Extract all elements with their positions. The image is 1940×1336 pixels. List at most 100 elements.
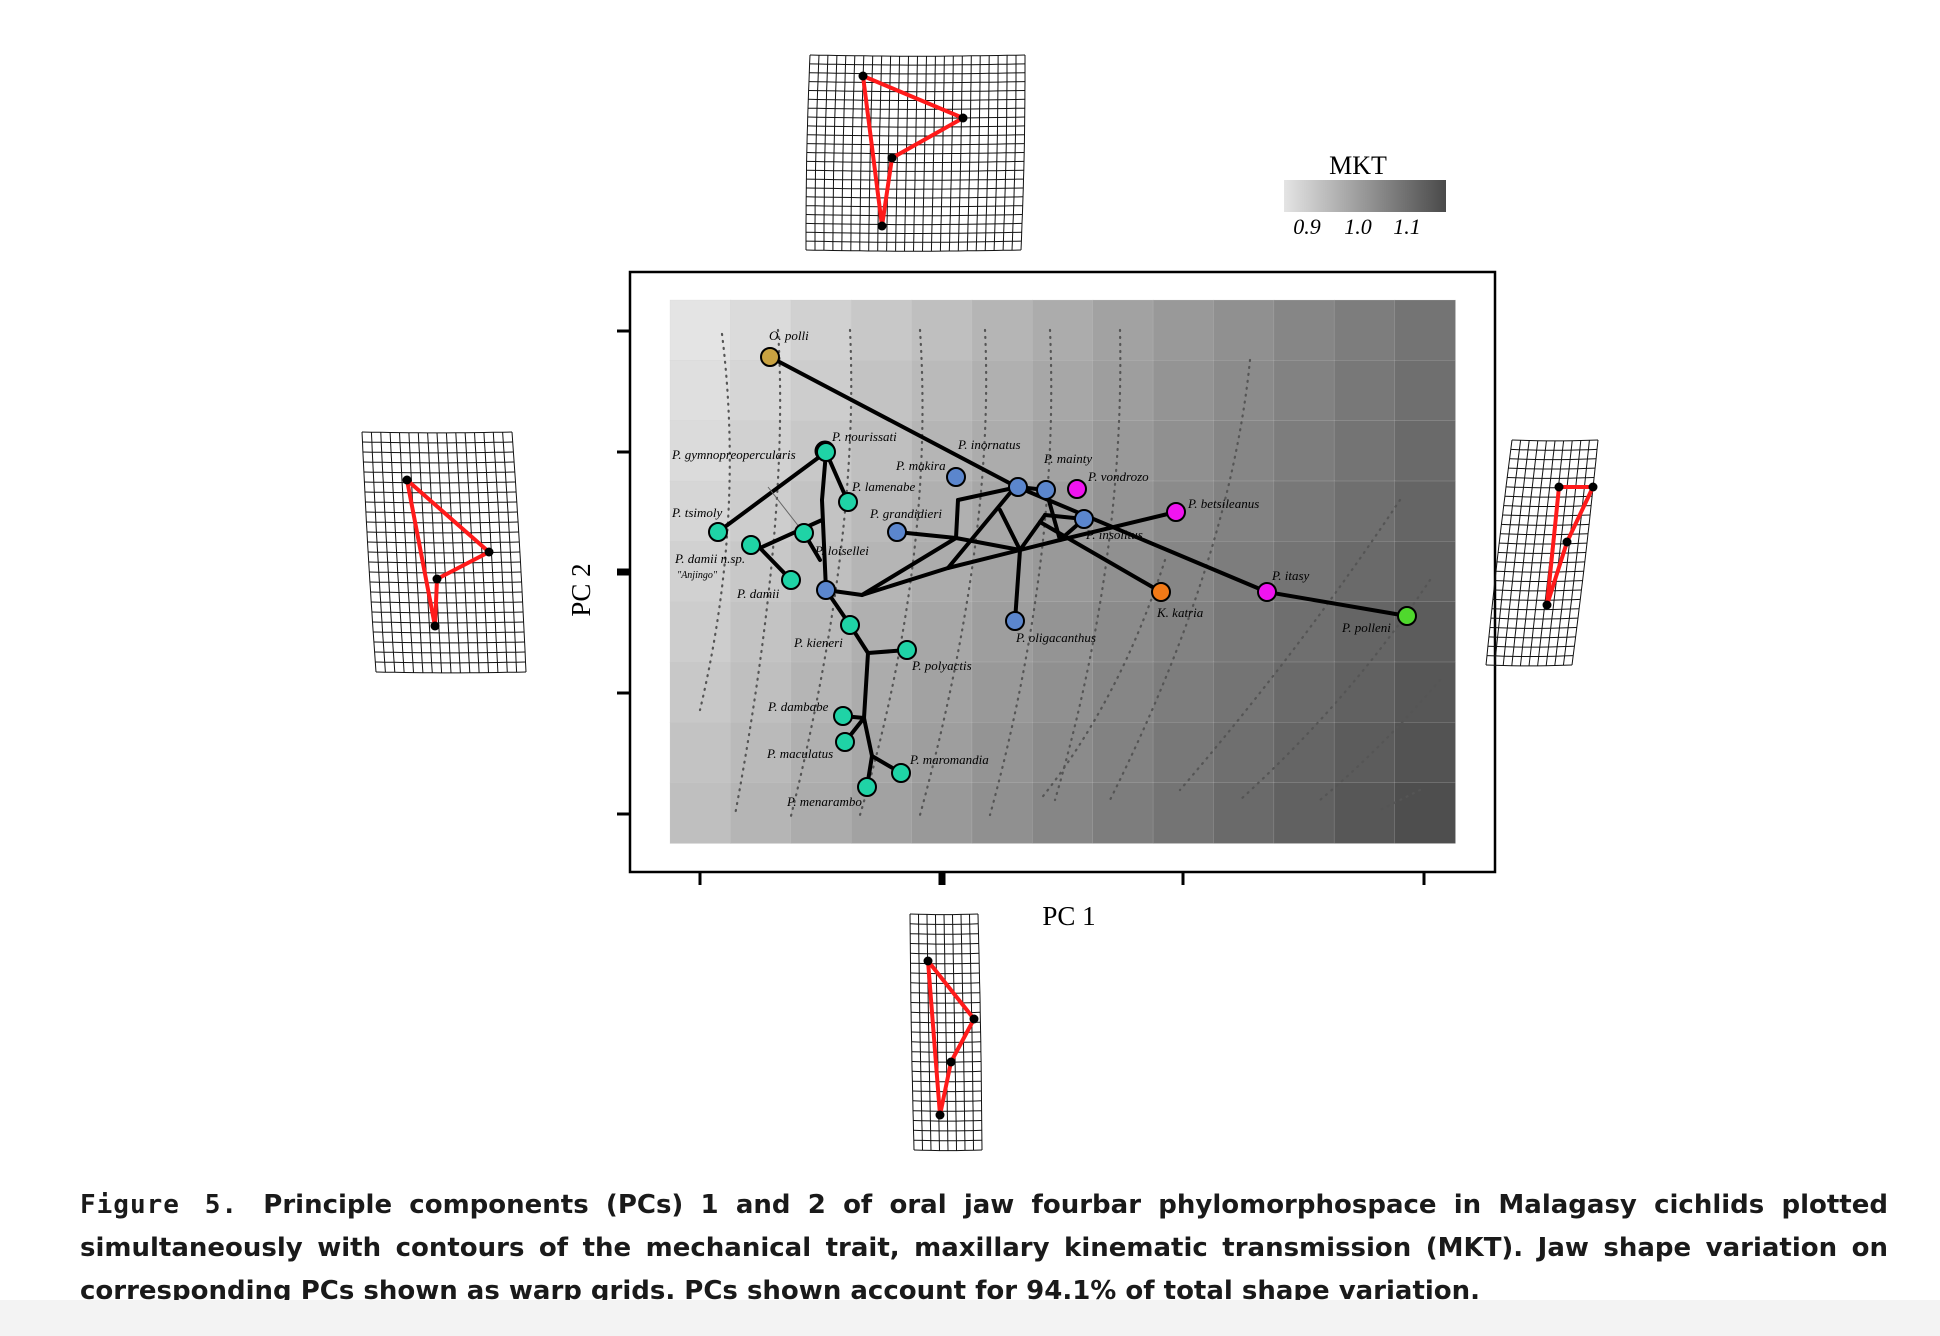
species-point: [1257, 582, 1277, 602]
landmark-point: [484, 547, 494, 557]
mkt-contour-background: [669, 299, 1456, 844]
species-label: P. nourissati: [831, 429, 897, 444]
contour-tile: [850, 661, 913, 724]
species-label: P. mainty: [1043, 451, 1092, 466]
contour-tile: [1213, 601, 1275, 663]
branch: [946, 485, 1017, 570]
branch: [1013, 548, 1022, 623]
branch: [946, 538, 1062, 570]
warp-grid-line: [1500, 533, 1589, 536]
contour-tile: [1394, 299, 1456, 362]
warp-grid-line: [1508, 467, 1596, 470]
landmark-point: [858, 71, 868, 81]
species-point: [1008, 477, 1028, 497]
contour-tile: [1273, 420, 1336, 482]
figure-caption-text: Principle components (PCs) 1 and 2 of or…: [80, 1190, 1888, 1306]
landmark-point: [958, 113, 968, 123]
branch: [862, 716, 874, 758]
contour-tile: [1032, 601, 1094, 663]
branch: [860, 566, 950, 597]
y-axis-ticks: [617, 329, 630, 816]
warp-grid-line: [368, 551, 520, 554]
species-point: [816, 442, 836, 462]
warp-grid-line: [913, 1139, 982, 1142]
branch: [1058, 510, 1178, 542]
mkt-contour: [1318, 678, 1442, 802]
warp-grid-line: [1507, 477, 1595, 479]
warp-grid-line: [913, 1129, 982, 1132]
landmark-point: [923, 956, 933, 966]
warp-grid-line: [910, 962, 980, 965]
contour-tile: [790, 299, 852, 362]
contour-tile: [1333, 359, 1396, 422]
warp-grid-line: [806, 169, 1024, 172]
warp-grid-line: [362, 451, 514, 454]
mkt-contour: [858, 328, 924, 817]
contour-tile: [1032, 540, 1094, 603]
contour-tile: [971, 721, 1034, 784]
species-point: [857, 777, 877, 797]
warp-grid-line: [1499, 542, 1588, 545]
warp-grid-line: [912, 1090, 982, 1093]
landmark-point: [969, 1014, 979, 1024]
branch: [956, 485, 1020, 502]
legend-tick-1: 1.0: [1344, 214, 1372, 239]
branch: [1038, 520, 1163, 594]
species-label: P. damii: [736, 586, 780, 601]
contour-tile: [1333, 661, 1396, 724]
warp-grid-line: [371, 601, 523, 604]
label-leader-line: [767, 486, 801, 529]
contour-tile: [1273, 721, 1336, 784]
warp-grid-line: [912, 1110, 982, 1112]
contour-tile: [669, 721, 732, 784]
contour-tile: [1333, 782, 1396, 844]
contour-tile: [669, 661, 732, 724]
species-label: P. grandidieri: [869, 506, 942, 521]
contour-tile: [730, 661, 792, 724]
contour-tile: [1273, 540, 1336, 603]
warp-grid-line: [805, 222, 1023, 226]
contour-tile: [1092, 299, 1154, 362]
warp-grid-line: [1489, 627, 1577, 629]
warp-grid-line: [372, 621, 524, 624]
species-point: [708, 522, 728, 542]
landmark-point: [946, 1057, 956, 1067]
warp-grid-line: [910, 923, 979, 925]
contour-tile: [1273, 480, 1336, 543]
contour-tile: [1394, 540, 1456, 603]
warp-grid-line: [806, 152, 1025, 155]
contour-tile: [669, 359, 732, 422]
species-point: [1151, 582, 1171, 602]
warp-grid-line: [809, 63, 1026, 66]
warp-grid-line: [806, 178, 1024, 181]
contour-tile: [1394, 721, 1456, 784]
branch: [1013, 484, 1269, 594]
contour-tile: [1333, 540, 1396, 603]
contour-tile: [730, 782, 792, 844]
branch: [820, 498, 828, 592]
species-point: [781, 570, 801, 590]
species-point: [816, 580, 836, 600]
contour-tile: [1333, 721, 1396, 784]
species-label: P. betsileanus: [1187, 496, 1259, 511]
branch: [768, 355, 1017, 488]
warp-grid-line: [1488, 636, 1576, 639]
contour-tile: [790, 782, 852, 844]
warp-grid-line: [362, 441, 513, 444]
legend-tick-2: 1.1: [1393, 214, 1421, 239]
warp-grid-line: [910, 952, 980, 955]
warp-grid-line: [375, 671, 527, 674]
contour-tile: [1092, 782, 1154, 844]
landmark-point: [432, 574, 442, 584]
contour-tile: [1032, 359, 1094, 422]
contour-tile: [1273, 782, 1336, 844]
warp-grid-line: [806, 160, 1025, 164]
landmark-point: [877, 221, 887, 231]
mkt-contour: [1108, 358, 1252, 802]
contour-tile: [1152, 721, 1215, 784]
contour-tile: [911, 359, 973, 422]
warp-grid: [805, 54, 1026, 252]
contour-tile: [730, 601, 792, 663]
landmark-point: [430, 621, 440, 631]
